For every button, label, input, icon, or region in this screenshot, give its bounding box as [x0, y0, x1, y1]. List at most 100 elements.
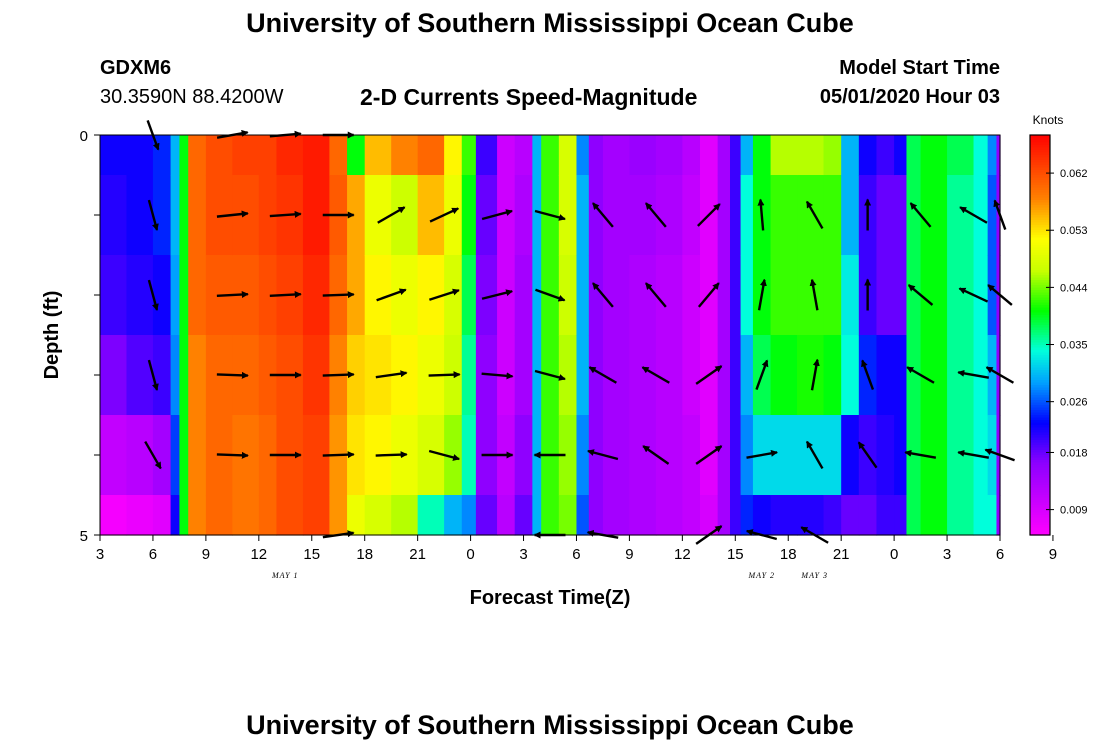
heatmap-cell	[797, 255, 825, 336]
current-vector	[907, 284, 934, 306]
colorbar-tick-label: 0.026	[1060, 397, 1088, 409]
heatmap-cell	[532, 495, 542, 536]
colorbar-segment	[1030, 235, 1050, 239]
current-vector	[957, 369, 990, 379]
heatmap-cell	[188, 415, 207, 496]
x-tick-label: 9	[202, 546, 210, 563]
colorbar-segment	[1030, 410, 1050, 414]
heatmap-cell	[655, 135, 683, 176]
heatmap-cell	[770, 255, 798, 336]
x-tick-label: 3	[96, 546, 104, 563]
colorbar-segment	[1030, 222, 1050, 226]
heatmap-cell	[347, 175, 366, 256]
heatmap-cell	[987, 175, 998, 256]
current-vector	[904, 449, 937, 459]
heatmap-cell	[823, 335, 842, 416]
heatmap-cell	[232, 495, 260, 536]
heatmap-cell	[894, 495, 908, 536]
y-axis: 05	[80, 128, 100, 545]
colorbar-segment	[1030, 495, 1050, 499]
colorbar-segment	[1030, 227, 1050, 231]
colorbar-segment	[1030, 442, 1050, 446]
heatmap-cell	[717, 495, 731, 536]
heatmap-cell	[740, 255, 754, 336]
colorbar-segment	[1030, 162, 1050, 166]
heatmap-cell	[740, 335, 754, 416]
current-vector	[641, 366, 670, 384]
colorbar-segment	[1030, 210, 1050, 214]
heatmap-cell	[475, 495, 498, 536]
colorbar-segment	[1030, 177, 1050, 181]
current-vector	[375, 451, 408, 459]
heatmap-cell	[170, 415, 181, 496]
heatmap-cell	[730, 415, 742, 496]
colorbar-segment	[1030, 367, 1050, 371]
heatmap-cell	[770, 495, 798, 536]
heatmap-cell	[100, 255, 128, 336]
colorbar-segment	[1030, 450, 1050, 454]
colorbar-segment	[1030, 175, 1050, 179]
colorbar-segment	[1030, 195, 1050, 199]
current-vector	[322, 291, 355, 299]
colorbar-segment	[1030, 202, 1050, 206]
colorbar-segment	[1030, 415, 1050, 419]
colorbar-segment	[1030, 307, 1050, 311]
heatmap-cell	[841, 495, 860, 536]
heatmap-cell	[602, 135, 631, 176]
colorbar-segment	[1030, 170, 1050, 174]
current-vector	[147, 199, 159, 231]
x-tick-label: 9	[625, 546, 633, 563]
colorbar-segment	[1030, 470, 1050, 474]
colorbar-segment	[1030, 422, 1050, 426]
current-vector	[746, 449, 779, 459]
colorbar-segment	[1030, 337, 1050, 341]
current-vector	[147, 359, 159, 391]
heatmap-cell	[152, 415, 172, 496]
heatmap-cell	[258, 335, 278, 416]
heatmap-cell	[797, 135, 825, 176]
colorbar-segment	[1030, 475, 1050, 479]
heatmap-cell	[894, 175, 908, 256]
heatmap-cell	[170, 255, 181, 336]
current-vector	[644, 202, 667, 228]
colorbar-segment	[1030, 365, 1050, 369]
current-vector	[534, 209, 566, 221]
heatmap-cell	[947, 255, 975, 336]
colorbar-segment	[1030, 492, 1050, 496]
heatmap-cell	[126, 175, 154, 256]
x-tick-label: 6	[572, 546, 580, 563]
colorbar-segment	[1030, 330, 1050, 334]
colorbar-segment	[1030, 220, 1050, 224]
heatmap-cell	[258, 175, 278, 256]
heatmap-cell	[841, 135, 860, 176]
heatmap-cell	[876, 415, 895, 496]
heatmap-cell	[602, 495, 631, 536]
heatmap-cell	[391, 175, 419, 256]
x-tick-label: 0	[466, 546, 474, 563]
heatmap-cell	[894, 415, 908, 496]
colorbar-segment	[1030, 467, 1050, 471]
colorbar-segment	[1030, 417, 1050, 421]
heatmap-cell	[602, 175, 631, 256]
colorbar-segment	[1030, 260, 1050, 264]
x-tick-label: 6	[149, 546, 157, 563]
heatmap-cell	[876, 255, 895, 336]
heatmap-cell	[655, 335, 683, 416]
colorbar-segment	[1030, 192, 1050, 196]
heatmap-cell	[682, 135, 701, 176]
current-vector	[144, 440, 162, 470]
heatmap-cells	[100, 135, 1001, 536]
heatmap-cell	[717, 175, 731, 256]
colorbar-segment	[1030, 457, 1050, 461]
heatmap-cell	[179, 415, 189, 496]
colorbar-segment	[1030, 295, 1050, 299]
heatmap-cell	[920, 255, 948, 336]
heatmap-cell	[823, 255, 842, 336]
current-vector	[909, 202, 932, 228]
heatmap-cell	[770, 175, 798, 256]
colorbar-segment	[1030, 532, 1050, 536]
colorbar-segment	[1030, 142, 1050, 146]
heatmap-cell	[629, 495, 657, 536]
heatmap-cell	[770, 415, 798, 496]
colorbar-segment	[1030, 525, 1050, 529]
